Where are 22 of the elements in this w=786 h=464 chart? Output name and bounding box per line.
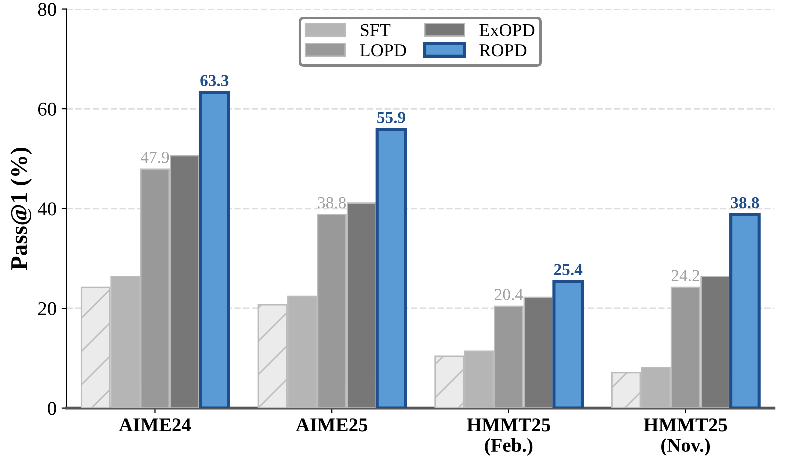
y-tick-label: 20: [38, 302, 56, 316]
data-label: 24.2: [672, 270, 700, 282]
legend-label: SFT: [361, 24, 391, 37]
y-axis-title: Pass@1 (%): [10, 148, 32, 270]
legend-label: ROPD: [480, 44, 527, 57]
data-label: 55.9: [378, 112, 406, 124]
x-tick-label: HMMT25 (Feb.): [467, 418, 550, 456]
legend-label: ExOPD: [480, 24, 535, 37]
x-tick-label: AIME25: [296, 418, 368, 432]
legend-label: LOPD: [360, 44, 406, 57]
x-tick-label: HMMT25 (Nov.): [644, 418, 728, 456]
data-label: 47.9: [140, 152, 170, 164]
data-label: 63.3: [200, 75, 229, 86]
y-tick-label: 0: [48, 402, 56, 416]
x-tick-label: AIME24: [119, 418, 192, 432]
data-label: 20.4: [495, 289, 524, 300]
data-label: 38.8: [318, 197, 346, 209]
y-tick-label: 80: [38, 3, 56, 16]
data-label: 25.4: [554, 264, 583, 276]
data-label: 38.8: [731, 197, 760, 209]
y-tick-label: 40: [38, 202, 56, 216]
y-tick-label: 60: [38, 102, 56, 116]
